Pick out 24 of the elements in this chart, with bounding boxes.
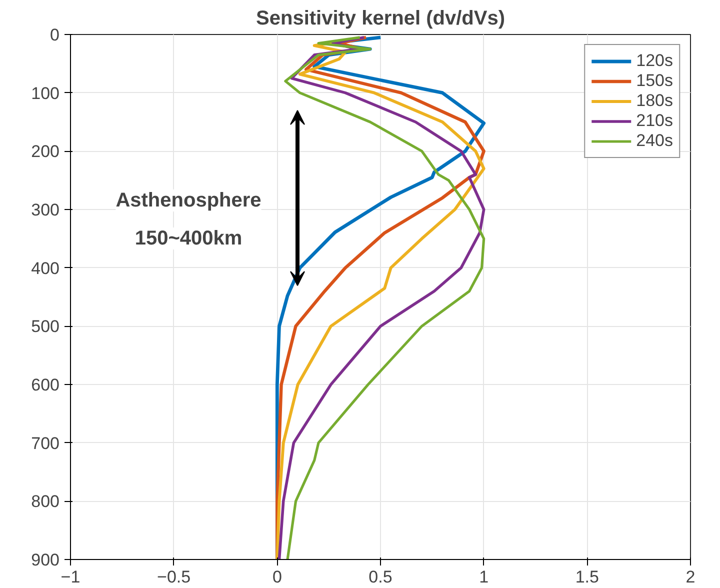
y-tick-label: 900 bbox=[31, 550, 60, 570]
legend-label: 120s bbox=[636, 51, 673, 71]
y-tick-label: 300 bbox=[31, 200, 60, 220]
y-tick-label: 100 bbox=[31, 84, 60, 103]
x-tick-label: 0 bbox=[272, 568, 282, 586]
legend-label: 210s bbox=[636, 111, 673, 131]
y-tick-label: 800 bbox=[31, 492, 60, 512]
legend-label: 150s bbox=[636, 71, 673, 91]
y-tick-label: 0 bbox=[50, 26, 60, 44]
y-tick-label: 600 bbox=[31, 376, 60, 394]
x-tick-label: 0.5 bbox=[368, 568, 392, 586]
y-tick-label: 500 bbox=[31, 317, 60, 336]
y-tick-label: 200 bbox=[31, 142, 60, 162]
y-tick-label: 700 bbox=[31, 434, 60, 453]
annotation: Asthenosphere 150~400km bbox=[116, 190, 262, 250]
x-tick-label: −0.5 bbox=[157, 568, 191, 586]
legend-label: 240s bbox=[636, 131, 673, 151]
chart-title: Sensitivity kernel (dv/dVs) bbox=[256, 8, 505, 30]
x-tick-label: 1 bbox=[479, 568, 489, 586]
legend-label: 180s bbox=[636, 91, 673, 111]
x-tick-label: 2 bbox=[686, 568, 696, 586]
y-tick-label: 400 bbox=[31, 258, 60, 278]
x-tick-label: −1 bbox=[60, 568, 80, 586]
x-tick-label: 1.5 bbox=[575, 568, 599, 586]
